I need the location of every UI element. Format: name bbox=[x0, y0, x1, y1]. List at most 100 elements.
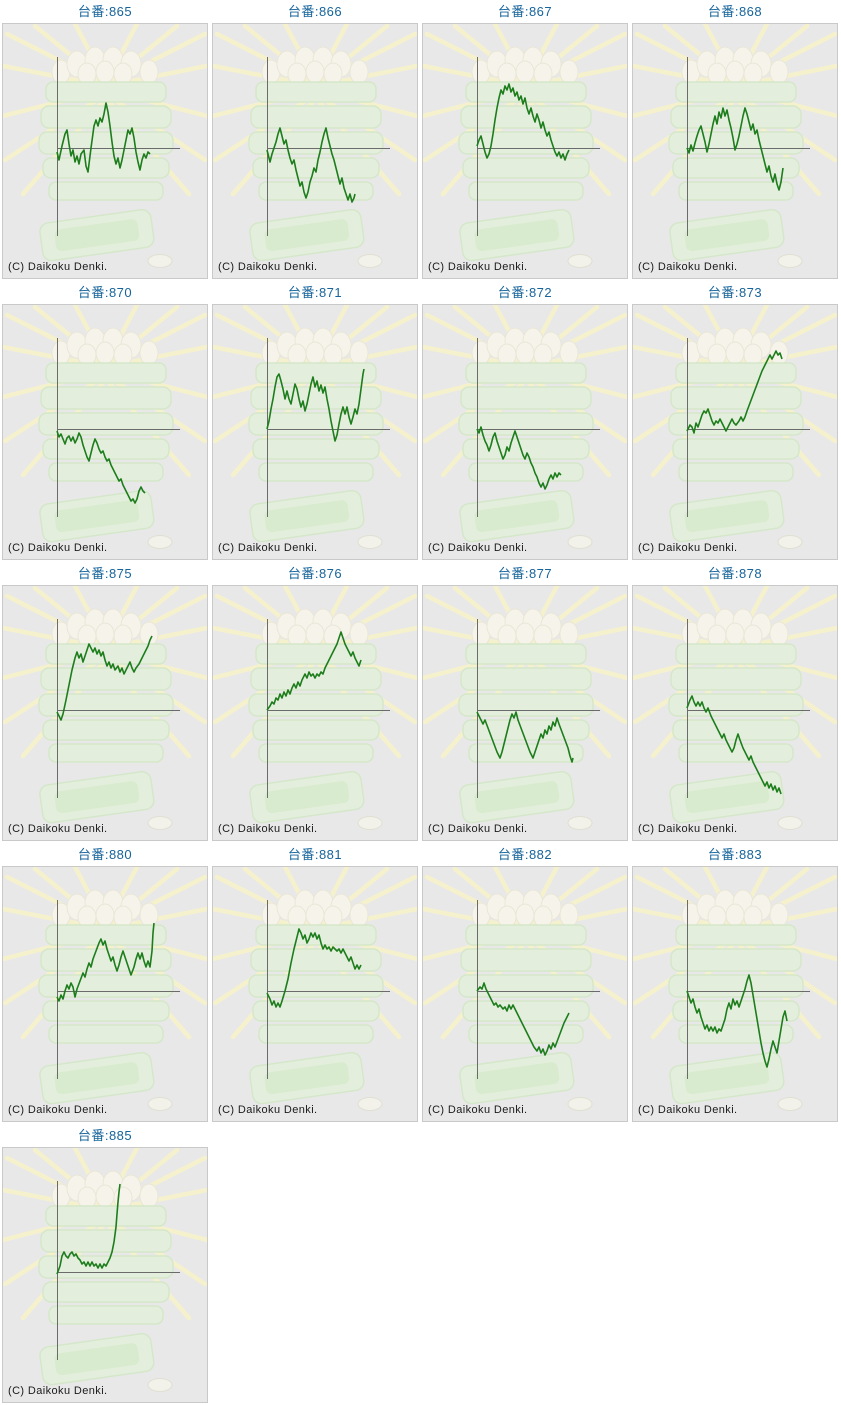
trend-chart-svg bbox=[3, 24, 207, 268]
coin-illustration bbox=[567, 254, 593, 268]
chart-axes bbox=[57, 619, 180, 798]
tray-illustration bbox=[459, 208, 575, 262]
machine-illustration bbox=[668, 46, 804, 201]
trend-chart-svg bbox=[3, 867, 207, 1111]
trend-chart-svg bbox=[3, 586, 207, 830]
machine-illustration bbox=[458, 608, 594, 763]
trend-chart-svg bbox=[213, 305, 417, 549]
machine-illustration bbox=[668, 327, 804, 482]
machine-cell: 台番:872 bbox=[422, 281, 628, 560]
machine-trend-chart[interactable]: (C) Daikoku Denki. bbox=[2, 866, 208, 1122]
trend-line bbox=[476, 982, 570, 1056]
machine-cell: 台番:868 bbox=[632, 0, 838, 279]
trend-chart-svg bbox=[213, 867, 417, 1111]
tray-illustration bbox=[39, 1051, 155, 1105]
machine-title: 台番:885 bbox=[77, 1128, 133, 1143]
machine-cell: 台番:877 bbox=[422, 562, 628, 841]
coin-illustration bbox=[777, 535, 803, 549]
machine-title: 台番:882 bbox=[497, 847, 553, 862]
machine-illustration bbox=[248, 608, 384, 763]
tray-illustration bbox=[669, 1051, 785, 1105]
coin-illustration bbox=[357, 816, 383, 830]
machine-trend-chart[interactable]: (C) Daikoku Denki. bbox=[422, 866, 628, 1122]
chart-axes bbox=[477, 619, 600, 798]
chart-axes bbox=[267, 900, 390, 1079]
trend-chart-svg bbox=[423, 867, 627, 1111]
machine-title: 台番:870 bbox=[77, 285, 133, 300]
machine-trend-chart[interactable]: (C) Daikoku Denki. bbox=[2, 585, 208, 841]
trend-line bbox=[686, 974, 788, 1068]
tray-illustration bbox=[249, 770, 365, 824]
copyright-label: (C) Daikoku Denki. bbox=[638, 1104, 738, 1116]
tray-illustration bbox=[459, 489, 575, 543]
trend-line bbox=[476, 711, 574, 763]
tray-illustration bbox=[669, 489, 785, 543]
copyright-label: (C) Daikoku Denki. bbox=[218, 1104, 318, 1116]
coin-illustration bbox=[147, 1097, 173, 1111]
machine-title: 台番:875 bbox=[77, 566, 133, 581]
machine-illustration bbox=[38, 327, 174, 482]
copyright-label: (C) Daikoku Denki. bbox=[638, 261, 738, 273]
machine-trend-chart[interactable]: (C) Daikoku Denki. bbox=[2, 1147, 208, 1403]
chart-axes bbox=[57, 338, 180, 517]
copyright-label: (C) Daikoku Denki. bbox=[428, 1104, 528, 1116]
coin-illustration bbox=[777, 1097, 803, 1111]
chart-axes bbox=[687, 338, 810, 517]
machine-trend-chart[interactable]: (C) Daikoku Denki. bbox=[212, 304, 418, 560]
copyright-label: (C) Daikoku Denki. bbox=[218, 542, 318, 554]
machine-cell: 台番:865 bbox=[2, 0, 208, 279]
trend-line bbox=[266, 127, 356, 203]
machine-cell: 台番:875 bbox=[2, 562, 208, 841]
machine-title: 台番:877 bbox=[497, 566, 553, 581]
machine-title: 台番:872 bbox=[497, 285, 553, 300]
coin-illustration bbox=[357, 254, 383, 268]
copyright-label: (C) Daikoku Denki. bbox=[8, 542, 108, 554]
trend-chart-svg bbox=[3, 305, 207, 549]
tray-illustration bbox=[249, 208, 365, 262]
machine-trend-chart[interactable]: (C) Daikoku Denki. bbox=[212, 585, 418, 841]
tray-illustration bbox=[249, 1051, 365, 1105]
machine-trend-chart[interactable]: (C) Daikoku Denki. bbox=[422, 304, 628, 560]
machine-trend-chart[interactable]: (C) Daikoku Denki. bbox=[2, 304, 208, 560]
machine-trend-chart[interactable]: (C) Daikoku Denki. bbox=[212, 866, 418, 1122]
machine-illustration bbox=[458, 46, 594, 201]
machine-cell: 台番:882 bbox=[422, 843, 628, 1122]
machine-trend-chart[interactable]: (C) Daikoku Denki. bbox=[212, 23, 418, 279]
copyright-label: (C) Daikoku Denki. bbox=[8, 1385, 108, 1397]
machine-trend-chart[interactable]: (C) Daikoku Denki. bbox=[422, 585, 628, 841]
machine-trend-chart[interactable]: (C) Daikoku Denki. bbox=[632, 23, 838, 279]
machine-cell: 台番:881 bbox=[212, 843, 418, 1122]
trend-chart-svg bbox=[213, 24, 417, 268]
machine-title: 台番:867 bbox=[497, 4, 553, 19]
tray-illustration bbox=[39, 489, 155, 543]
machine-trend-chart[interactable]: (C) Daikoku Denki. bbox=[632, 304, 838, 560]
tray-illustration bbox=[249, 489, 365, 543]
trend-line bbox=[266, 928, 362, 1008]
tray-illustration bbox=[459, 770, 575, 824]
trend-line bbox=[56, 635, 153, 721]
coin-illustration bbox=[147, 1378, 173, 1392]
machine-trend-chart[interactable]: (C) Daikoku Denki. bbox=[422, 23, 628, 279]
tray-illustration bbox=[39, 208, 155, 262]
machine-cell: 台番:876 bbox=[212, 562, 418, 841]
machine-cell: 台番:883 bbox=[632, 843, 838, 1122]
machine-illustration bbox=[38, 46, 174, 201]
machine-trend-chart[interactable]: (C) Daikoku Denki. bbox=[632, 585, 838, 841]
coin-illustration bbox=[567, 1097, 593, 1111]
machine-title: 台番:871 bbox=[287, 285, 343, 300]
copyright-label: (C) Daikoku Denki. bbox=[8, 823, 108, 835]
trend-chart-svg bbox=[3, 1148, 207, 1392]
machine-trend-chart[interactable]: (C) Daikoku Denki. bbox=[632, 866, 838, 1122]
chart-axes bbox=[57, 900, 180, 1079]
machine-trend-chart[interactable]: (C) Daikoku Denki. bbox=[2, 23, 208, 279]
trend-line bbox=[56, 102, 151, 173]
machine-title: 台番:878 bbox=[707, 566, 763, 581]
copyright-label: (C) Daikoku Denki. bbox=[428, 542, 528, 554]
machine-cell: 台番:885 bbox=[2, 1124, 208, 1403]
machine-title: 台番:881 bbox=[287, 847, 343, 862]
coin-illustration bbox=[357, 1097, 383, 1111]
machine-title: 台番:865 bbox=[77, 4, 133, 19]
machine-cell: 台番:867 bbox=[422, 0, 628, 279]
copyright-label: (C) Daikoku Denki. bbox=[8, 1104, 108, 1116]
